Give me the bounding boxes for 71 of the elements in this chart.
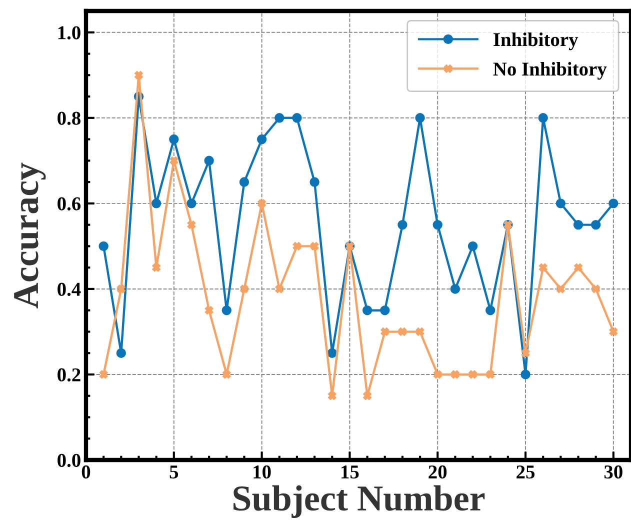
point [240, 284, 248, 294]
point [222, 370, 231, 379]
y-axis-title: Accuracy [14, 162, 46, 308]
point [98, 241, 108, 252]
y-tick-label: 0.8 [58, 112, 80, 125]
point [415, 113, 425, 123]
point [239, 177, 250, 187]
x-tick-label: 15 [342, 466, 359, 479]
point [204, 156, 214, 166]
point [292, 113, 302, 123]
point [521, 348, 530, 358]
point [468, 241, 478, 252]
x-axis-title: Subject Number [234, 485, 485, 518]
point [222, 305, 232, 316]
point [450, 284, 460, 294]
point [256, 134, 267, 144]
point [328, 392, 336, 400]
point [592, 284, 600, 294]
point [380, 328, 390, 336]
point [538, 263, 548, 272]
y-tick-label: 0.0 [58, 454, 80, 468]
x-tick-label: 10 [254, 465, 271, 479]
y-tick-label: 0.6 [58, 197, 81, 210]
point [608, 198, 618, 208]
point [152, 263, 160, 272]
point [538, 113, 548, 123]
point [362, 305, 372, 316]
point [380, 305, 390, 316]
point [468, 370, 477, 379]
point [363, 392, 372, 400]
x-tick-label: 5 [170, 466, 178, 479]
point [398, 328, 407, 336]
point [170, 156, 178, 165]
point [116, 348, 126, 358]
point [310, 177, 320, 187]
point [451, 370, 460, 379]
x-tick-label: 25 [516, 465, 535, 479]
point [292, 242, 302, 250]
point [204, 306, 214, 314]
point [609, 328, 618, 336]
point [574, 263, 582, 272]
y-tick-label: 1.0 [58, 26, 80, 40]
point [556, 198, 566, 208]
point [573, 220, 584, 230]
point [186, 198, 196, 208]
point [485, 305, 496, 316]
y-tick-label: 0.4 [58, 282, 81, 296]
point [151, 198, 162, 208]
point [486, 370, 495, 379]
x-tick-label: 30 [604, 465, 622, 479]
point [432, 220, 442, 230]
point [258, 199, 266, 208]
point [274, 113, 284, 123]
point [590, 220, 601, 230]
y-tick-label: 0.2 [58, 368, 80, 382]
point [416, 328, 424, 336]
point [398, 220, 408, 230]
point [134, 70, 143, 80]
point [187, 220, 196, 229]
point [433, 370, 442, 379]
legend-label: Inhibitory [494, 32, 578, 50]
point [99, 370, 108, 379]
x-tick-label: 0 [82, 465, 90, 479]
point [520, 370, 530, 380]
legend-label: No Inhibitory [493, 62, 607, 80]
point [169, 134, 179, 144]
point [275, 284, 284, 294]
point [310, 242, 319, 250]
point [556, 284, 565, 294]
x-tick-label: 20 [428, 465, 447, 479]
point [116, 284, 126, 294]
